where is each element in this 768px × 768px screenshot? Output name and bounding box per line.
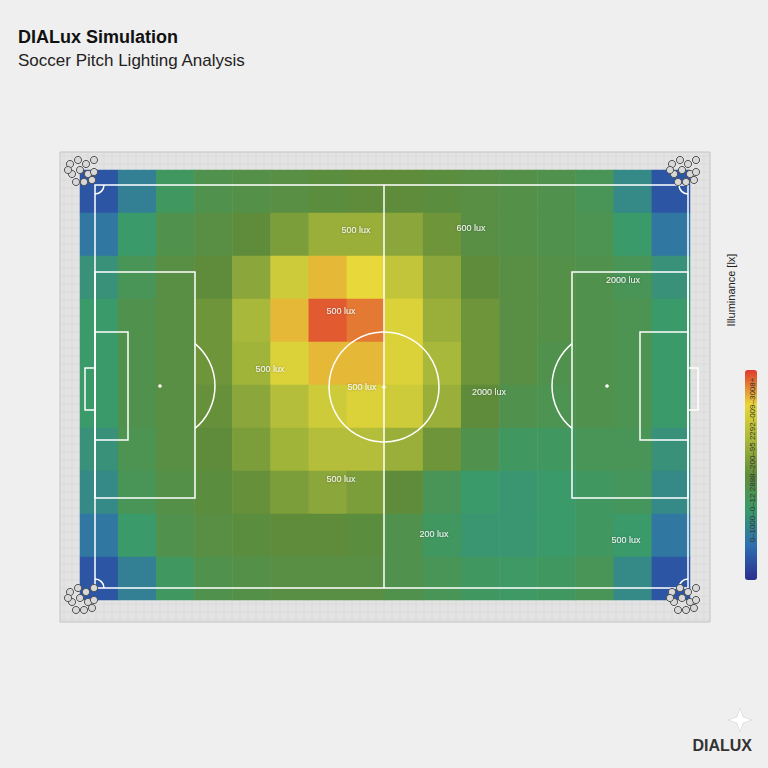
svg-text:500 lux: 500 lux (326, 306, 356, 316)
svg-text:2000 lux: 2000 lux (472, 387, 507, 397)
svg-text:DIALUX: DIALUX (692, 737, 752, 754)
svg-text:0–1000–0–12 2888–200–95 2292–0: 0–1000–0–12 2888–200–95 2292–009–3008+ (748, 377, 757, 542)
svg-text:500 lux: 500 lux (326, 474, 356, 484)
svg-text:600 lux: 600 lux (456, 223, 486, 233)
svg-text:Soccer Pitch Lighting Analysis: Soccer Pitch Lighting Analysis (18, 51, 245, 70)
svg-text:500 lux: 500 lux (347, 382, 377, 392)
svg-text:200 lux: 200 lux (419, 529, 449, 539)
svg-text:Illuminance [lx]: Illuminance [lx] (725, 254, 737, 327)
svg-text:500 lux: 500 lux (611, 535, 641, 545)
svg-text:500 lux: 500 lux (255, 364, 285, 374)
svg-text:2000 lux: 2000 lux (606, 275, 641, 285)
svg-text:DIALux Simulation: DIALux Simulation (18, 27, 178, 47)
svg-text:500 lux: 500 lux (341, 225, 371, 235)
